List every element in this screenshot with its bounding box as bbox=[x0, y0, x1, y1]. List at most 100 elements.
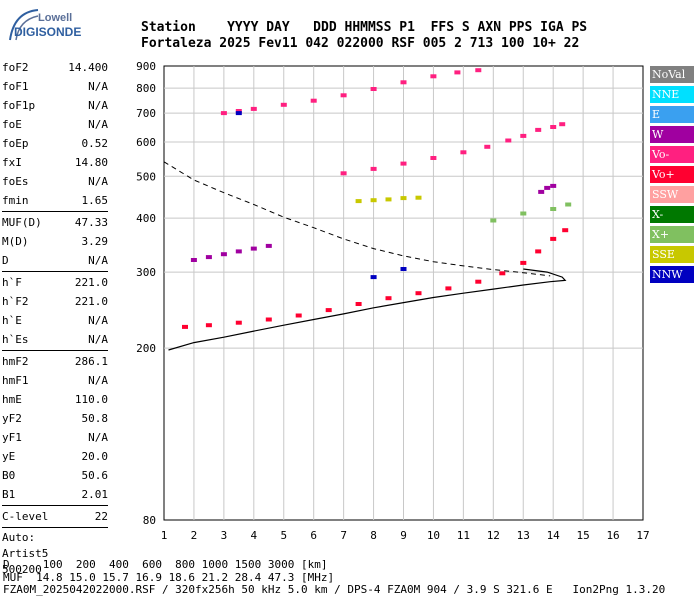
param-value: 2.01 bbox=[81, 488, 109, 501]
parameter-panel: foF2 14.400 foF1 N/A foF1p N/A foE N/A foEp 0.52 f… bbox=[2, 58, 108, 578]
legend-item: X- bbox=[650, 206, 694, 223]
param-value: 50.6 bbox=[81, 469, 109, 482]
echo-point bbox=[250, 246, 257, 251]
x-tick-label: 9 bbox=[400, 529, 407, 542]
param-divider bbox=[2, 211, 108, 212]
echo-point bbox=[400, 161, 407, 166]
legend-item: SSE bbox=[650, 246, 694, 263]
echo-point bbox=[550, 236, 557, 241]
x-tick-label: 6 bbox=[310, 529, 317, 542]
param-value: N/A bbox=[88, 175, 108, 188]
param-row: hmF2 286.1 bbox=[2, 352, 108, 371]
echo-point bbox=[544, 185, 551, 190]
y-tick-label: 400 bbox=[136, 212, 156, 225]
param-name: foF1p bbox=[2, 99, 36, 112]
param-name: fxI bbox=[2, 156, 22, 169]
param-name: foEp bbox=[2, 137, 29, 150]
echo-point bbox=[550, 125, 557, 129]
param-row: foF1 N/A bbox=[2, 77, 108, 96]
x-tick-label: 1 bbox=[161, 529, 168, 542]
param-value: N/A bbox=[88, 80, 108, 93]
param-name: hmE bbox=[2, 393, 22, 406]
echo-point bbox=[370, 166, 377, 171]
echo-point bbox=[400, 80, 407, 85]
legend-item: E bbox=[650, 106, 694, 123]
echo-point bbox=[220, 111, 227, 116]
param-value: 20.0 bbox=[81, 450, 109, 463]
param-name: yE bbox=[2, 450, 16, 463]
echo-point bbox=[250, 106, 257, 111]
param-name: hmF2 bbox=[2, 355, 29, 368]
legend-item: NNW bbox=[650, 266, 694, 283]
param-value: 110.0 bbox=[74, 393, 108, 406]
param-value: 1.65 bbox=[81, 194, 109, 207]
echo-point bbox=[340, 171, 347, 176]
echo-point bbox=[310, 98, 317, 103]
param-value: 221.0 bbox=[74, 276, 108, 289]
echo-point bbox=[220, 252, 227, 257]
param-row: fxI 14.80 bbox=[2, 153, 108, 172]
param-value: N/A bbox=[88, 314, 108, 327]
echo-point bbox=[565, 202, 572, 207]
x-tick-label: 7 bbox=[340, 529, 347, 542]
param-value: 14.80 bbox=[74, 156, 108, 169]
echo-point bbox=[400, 267, 407, 271]
echo-point bbox=[280, 102, 287, 107]
param-value: N/A bbox=[88, 254, 108, 267]
param-name: h`F2 bbox=[2, 295, 29, 308]
param-divider bbox=[2, 271, 108, 272]
echo-point bbox=[484, 144, 491, 149]
x-tick-label: 3 bbox=[221, 529, 228, 542]
echo-point bbox=[190, 258, 197, 262]
y-tick-label: 80 bbox=[143, 514, 156, 527]
x-tick-label: 4 bbox=[251, 529, 258, 542]
logo-brand: Lowell bbox=[38, 12, 73, 24]
param-name: M(D) bbox=[2, 235, 29, 248]
autoscaling-info: Auto: Artist5 500200 bbox=[2, 530, 108, 578]
echo-point bbox=[400, 196, 407, 201]
param-row: B1 2.01 bbox=[2, 485, 108, 504]
y-tick-label: 900 bbox=[136, 60, 156, 73]
echo-point bbox=[535, 249, 542, 254]
param-divider bbox=[2, 505, 108, 506]
echo-point bbox=[520, 133, 527, 138]
param-name: D bbox=[2, 254, 9, 267]
legend-item: Vo+ bbox=[650, 166, 694, 183]
echo-point bbox=[355, 199, 362, 204]
auto-line: Artist5 bbox=[2, 547, 49, 560]
echo-point bbox=[415, 291, 422, 296]
y-tick-label: 200 bbox=[136, 342, 156, 355]
param-name: foF2 bbox=[2, 61, 29, 74]
y-tick-label: 700 bbox=[136, 107, 156, 120]
footer-muf: MUF 14.8 15.0 15.7 16.9 18.6 21.2 28.4 4… bbox=[3, 570, 335, 584]
x-tick-label: 11 bbox=[457, 529, 470, 542]
param-row: hmE 110.0 bbox=[2, 390, 108, 409]
echo-point bbox=[475, 68, 482, 73]
auto-line: Auto: bbox=[2, 531, 36, 544]
echo-point bbox=[370, 275, 377, 280]
y-tick-label: 800 bbox=[136, 82, 156, 95]
echo-point bbox=[505, 138, 512, 143]
param-name: C-level bbox=[2, 510, 49, 523]
footer-distance: D 100 200 400 600 800 1000 1500 3000 [km… bbox=[3, 558, 328, 571]
legend-item: NoVal bbox=[650, 66, 694, 83]
echo-point bbox=[235, 249, 242, 254]
param-value: 221.0 bbox=[74, 295, 108, 308]
param-name: MUF(D) bbox=[2, 216, 42, 229]
param-value: N/A bbox=[88, 333, 108, 346]
param-name: foE bbox=[2, 118, 22, 131]
param-row: foF2 14.400 bbox=[2, 58, 108, 77]
echo-point bbox=[550, 183, 557, 188]
echo-point bbox=[454, 70, 461, 75]
x-tick-label: 2 bbox=[191, 529, 198, 542]
param-name: yF2 bbox=[2, 412, 22, 425]
param-name: yF1 bbox=[2, 431, 22, 444]
param-row: yF2 50.8 bbox=[2, 409, 108, 428]
param-value: N/A bbox=[88, 118, 108, 131]
param-row: M(D) 3.29 bbox=[2, 232, 108, 251]
param-name: h`F bbox=[2, 276, 22, 289]
param-name: B1 bbox=[2, 488, 16, 501]
echo-point bbox=[235, 111, 242, 116]
y-tick-label: 500 bbox=[136, 170, 156, 183]
legend-item: X+ bbox=[650, 226, 694, 243]
